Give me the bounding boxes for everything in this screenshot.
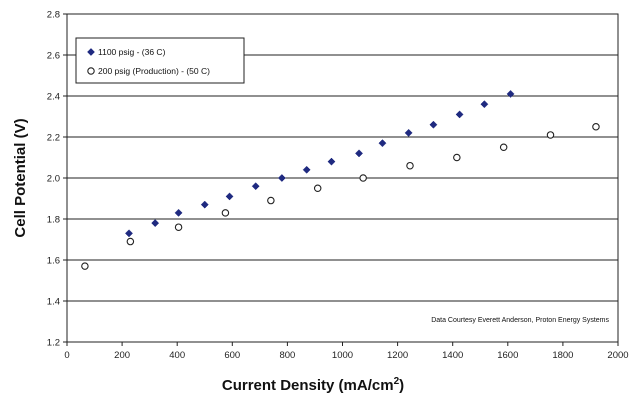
circle-point (546, 131, 555, 139)
x-axis-title-superscript: 2 (394, 376, 400, 387)
diamond-point (355, 149, 363, 158)
legend: 1100 psig - (36 C) 200 psig (Production) … (75, 37, 245, 84)
x-axis-title-end: ) (399, 377, 404, 394)
y-tick-label: 2.0 (47, 174, 60, 185)
x-tick-label: 1400 (442, 350, 463, 361)
diamond-point (455, 110, 464, 119)
circle-point (592, 123, 600, 131)
x-tick-label: 1200 (387, 350, 408, 361)
diamond-point (200, 200, 209, 209)
diamond-point (251, 182, 260, 191)
y-tick-label: 2.8 (47, 10, 60, 21)
x-tick-label: 400 (169, 350, 185, 361)
y-tick-label: 2.2 (47, 133, 60, 144)
y-tick-label: 1.2 (47, 338, 60, 349)
y-axis-title: Cell Potential (V) (12, 118, 29, 237)
x-tick-label: 2000 (607, 350, 628, 361)
legend-items: 1100 psig - (36 C) 200 psig (Production) … (87, 47, 210, 76)
data-courtesy-annotation: Data Courtesy Everett Anderson, Proton E… (431, 317, 609, 324)
x-tick-label: 1800 (552, 350, 573, 361)
diamond-point (225, 192, 234, 201)
diamond-point (404, 128, 413, 137)
x-axis-title: Current Density (mA/cm2) (222, 376, 404, 394)
legend-label-1: 1100 psig - (36 C) (98, 47, 166, 57)
diamond-point (327, 157, 336, 166)
legend-marker-2 (87, 67, 95, 75)
y-tick-label: 1.4 (47, 297, 60, 308)
diamond-point (302, 165, 311, 174)
y-axis-ticks: 1.2 1.4 1.6 1.8 2.0 2.2 2.4 2.6 2.8 (47, 10, 67, 349)
x-axis-ticks: 0 200 400 600 800 1000 1200 1400 1600 1800 2000 (64, 342, 629, 361)
diamond-point (429, 120, 438, 129)
x-axis-title-main: Current Density (mA/cm (222, 377, 394, 394)
series-1 (125, 89, 515, 238)
circle-point (453, 153, 461, 162)
legend-marker-1 (87, 48, 95, 56)
y-tick-label: 2.4 (47, 92, 60, 103)
legend-label-2: 200 psig (Production) - (50 C) (98, 66, 210, 76)
diamond-point (151, 219, 160, 228)
x-tick-label: 1000 (332, 350, 353, 361)
diamond-point (277, 174, 286, 182)
x-tick-label: 600 (224, 350, 240, 361)
diamond-point (480, 100, 489, 109)
circle-point (267, 196, 275, 205)
circle-point (499, 143, 508, 152)
circle-point (313, 184, 322, 193)
diamond-point (378, 139, 387, 148)
legend-box (75, 37, 245, 84)
x-tick-label: 800 (279, 350, 295, 361)
gridlines (67, 54, 618, 302)
data-points (81, 89, 600, 270)
circle-point (126, 237, 135, 246)
circle-point (221, 209, 230, 217)
circle-point (359, 174, 367, 182)
x-tick-label: 0 (64, 350, 69, 361)
diamond-point (174, 208, 183, 217)
diamond-point (125, 229, 133, 238)
circle-point (406, 161, 414, 170)
y-tick-label: 2.6 (47, 51, 60, 62)
y-tick-label: 1.6 (47, 256, 60, 267)
circle-point (81, 262, 89, 270)
x-tick-label: 1600 (497, 350, 518, 361)
x-tick-label: 200 (114, 350, 130, 361)
y-tick-label: 1.8 (47, 215, 60, 226)
circle-point (174, 223, 183, 231)
series-2 (81, 123, 600, 270)
diamond-point (506, 89, 515, 98)
